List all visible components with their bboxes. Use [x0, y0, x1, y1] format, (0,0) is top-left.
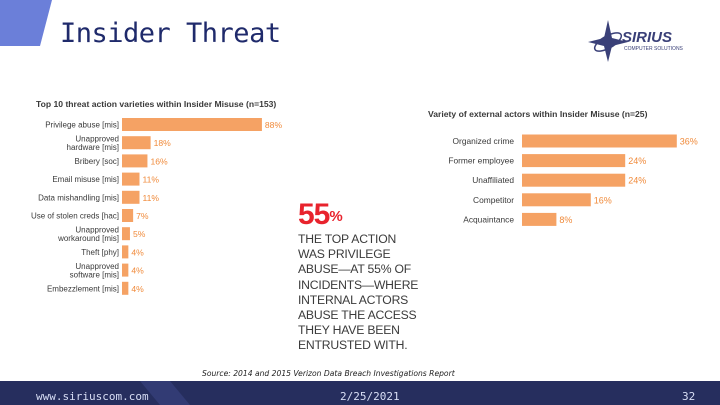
category-label: Privilege abuse [mis]	[45, 121, 119, 130]
bar	[122, 281, 129, 295]
bar	[122, 245, 129, 259]
bar	[122, 209, 134, 222]
bar	[122, 227, 130, 241]
value-label: 7%	[136, 211, 149, 221]
bar	[522, 134, 677, 148]
bar	[122, 263, 129, 277]
value-label: 4%	[131, 284, 144, 294]
value-label: 16%	[594, 195, 612, 205]
value-label: 18%	[154, 138, 172, 148]
value-label: 24%	[628, 176, 646, 186]
value-label: 4%	[131, 266, 144, 276]
category-label: Email misuse [mis]	[52, 175, 119, 184]
sirius-logo: SIRIUS COMPUTER SOLUTIONS	[588, 20, 684, 62]
bar	[522, 173, 626, 187]
category-label: Unaffiliated	[472, 175, 514, 185]
title-accent-bar	[0, 0, 52, 46]
left-chart-title: Top 10 threat action varieties within In…	[36, 99, 277, 109]
value-label: 24%	[628, 156, 646, 166]
callout-text: THE TOP ACTION WAS PRIVILEGE ABUSE—AT 55…	[298, 232, 428, 354]
left-bar-chart: Privilege abuse [mis] 88%Unapprovedhardwa…	[31, 118, 283, 295]
value-label: 11%	[142, 175, 159, 185]
source-citation: Source: 2014 and 2015 Verizon Data Breac…	[202, 369, 455, 378]
callout-line: INCIDENTS—WHERE	[298, 277, 419, 292]
category-label: Organized crime	[453, 136, 515, 146]
value-label: 16%	[150, 156, 168, 166]
category-label: Unapproved	[75, 134, 119, 143]
value-label: 88%	[265, 120, 283, 130]
callout-line: INTERNAL ACTORS	[298, 292, 409, 307]
category-label: hardware [mis]	[67, 143, 119, 152]
footer-bar	[0, 381, 720, 405]
category-label: Former employee	[448, 156, 514, 166]
slide-title: Insider Threat	[60, 18, 281, 49]
category-label: Unapproved	[75, 225, 119, 234]
category-label: Data mishandling [mis]	[38, 193, 119, 202]
bar	[522, 212, 557, 226]
callout-line: ENTRUSTED WITH.	[298, 338, 408, 353]
value-label: 4%	[131, 247, 144, 257]
callout-line: ABUSE—AT 55% OF	[298, 262, 412, 277]
category-label: Unapproved	[75, 262, 119, 271]
bar	[122, 190, 140, 204]
page-number: 32	[682, 390, 696, 403]
category-label: Embezzlement [mis]	[47, 284, 119, 293]
callout-line: WAS PRIVILEGE	[298, 247, 391, 262]
bar	[522, 154, 626, 168]
value-label: 5%	[133, 229, 146, 239]
category-label: Bribery [soc]	[75, 157, 119, 166]
logo-name: SIRIUS	[622, 29, 672, 46]
callout-line: THE TOP ACTION	[298, 232, 397, 246]
star-icon	[588, 20, 628, 62]
value-label: 36%	[680, 137, 698, 147]
bar	[122, 136, 151, 150]
bar	[122, 118, 262, 131]
category-label: workaround [mis]	[57, 234, 119, 243]
callout-line: ABUSE THE ACCESS	[298, 308, 417, 323]
bar	[122, 172, 140, 186]
bar	[122, 154, 148, 168]
footer-url[interactable]: www.siriuscom.com	[36, 390, 149, 403]
logo-tagline: COMPUTER SOLUTIONS	[624, 46, 684, 52]
right-bar-chart: Organized crime 36% Former employee 24% Unaf…	[448, 134, 698, 226]
bar	[522, 193, 591, 207]
category-label: Acquaintance	[463, 214, 514, 224]
callout-number: 55%	[298, 198, 343, 231]
category-label: Use of stolen creds [hac]	[31, 212, 119, 221]
category-label: Theft [phy]	[81, 248, 119, 257]
category-label: software [mis]	[70, 270, 119, 279]
category-label: Competitor	[473, 195, 514, 205]
callout-line: THEY HAVE BEEN	[298, 323, 400, 338]
stat-callout: 55% THE TOP ACTION WAS PRIVILEGE ABUSE—A…	[298, 200, 428, 354]
value-label: 8%	[559, 215, 572, 225]
footer-date: 2/25/2021	[340, 390, 400, 403]
value-label: 11%	[142, 193, 159, 203]
right-chart-title: Variety of external actors within Inside…	[428, 109, 648, 119]
